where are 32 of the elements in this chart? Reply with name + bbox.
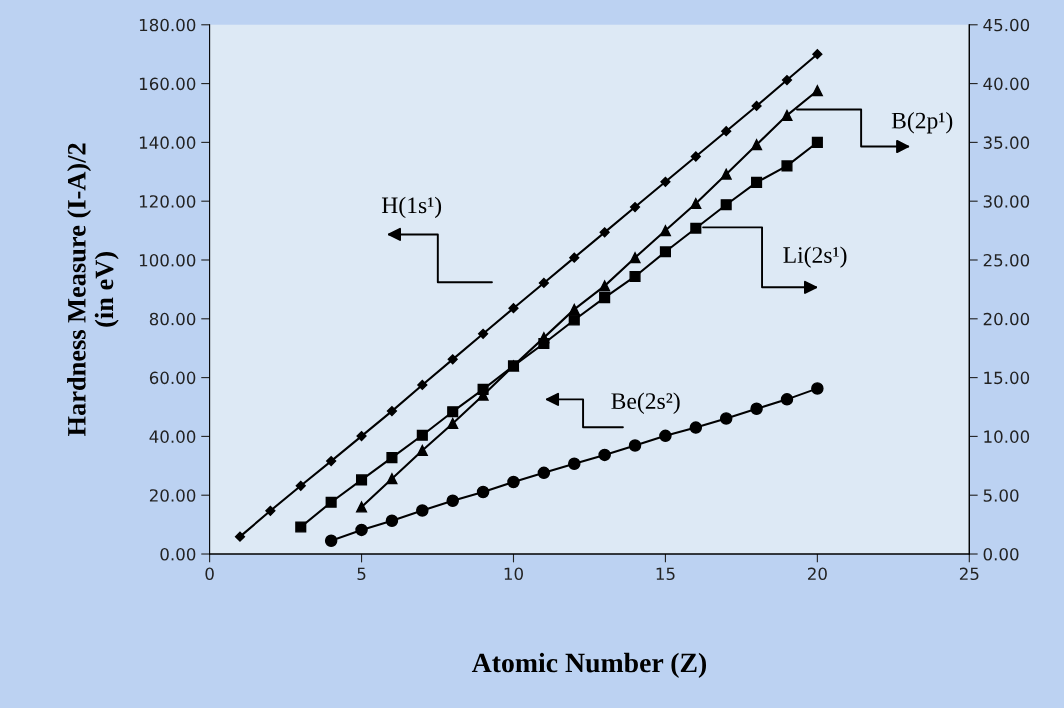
x-tick-label: 10 bbox=[504, 567, 523, 581]
x-tick-label: 5 bbox=[357, 567, 366, 581]
y2-tick-label: 30.00 bbox=[983, 195, 1030, 208]
y-tick-label: 20.00 bbox=[149, 489, 196, 502]
annotation: H(1s¹) bbox=[381, 196, 442, 219]
y2-tick-label: 35.00 bbox=[983, 136, 1030, 149]
x-tick-label: 15 bbox=[656, 567, 675, 581]
x-tick-label: 25 bbox=[959, 567, 979, 581]
y-tick-label: 40.00 bbox=[149, 430, 196, 443]
y2-tick-label: 10.00 bbox=[984, 430, 1030, 443]
y-tick-label: 80.00 bbox=[149, 312, 196, 326]
y2-tick-label: 40.00 bbox=[983, 77, 1030, 91]
y-tick-label: 160.00 bbox=[139, 77, 196, 91]
y-tick-label: 0.00 bbox=[160, 547, 196, 561]
y2-tick-label: 15.00 bbox=[984, 371, 1030, 385]
y-tick-label: 180.00 bbox=[139, 18, 196, 32]
y2-tick-label: 5.00 bbox=[983, 489, 1019, 502]
x-tick-label: 0 bbox=[205, 567, 214, 581]
y-axis-title: Hardness Measure (I-A)/2 (in eV) bbox=[67, 143, 119, 437]
x-tick-label: 20 bbox=[807, 567, 827, 581]
y2-tick-label: 20.00 bbox=[983, 312, 1030, 326]
annotation: Li(2s¹) bbox=[783, 246, 847, 268]
y-tick-label: 100.00 bbox=[139, 253, 196, 267]
x-axis-title: Atomic Number (Z) bbox=[471, 652, 707, 678]
y2-tick-label: 0.00 bbox=[983, 547, 1019, 561]
annotation: Be(2s²) bbox=[611, 392, 680, 414]
y-tick-label: 60.00 bbox=[149, 371, 196, 385]
y-tick-label: 120.00 bbox=[139, 195, 196, 208]
y-tick-label: 140.00 bbox=[139, 136, 196, 149]
annotation: B(2p¹) bbox=[891, 111, 953, 134]
y2-tick-label: 45.00 bbox=[983, 18, 1030, 32]
y2-tick-label: 25.00 bbox=[983, 253, 1030, 267]
